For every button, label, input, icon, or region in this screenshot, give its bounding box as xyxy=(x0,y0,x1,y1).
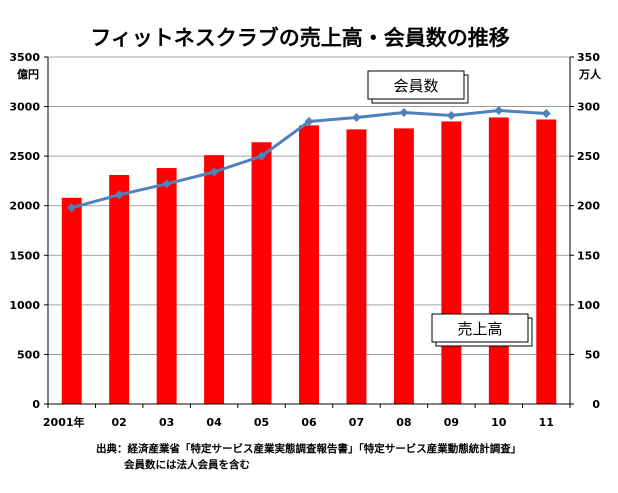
left-tick-label: 1000 xyxy=(9,299,40,312)
line-point xyxy=(257,151,267,161)
left-tick-label: 3500 xyxy=(9,51,40,64)
right-tick-label: 50 xyxy=(585,348,601,361)
left-axis-unit: 億円 xyxy=(17,67,39,81)
bar xyxy=(156,168,177,404)
line-point xyxy=(351,112,361,122)
right-tick-label: 250 xyxy=(577,150,600,163)
x-tick-label: 11 xyxy=(539,416,554,429)
line-point xyxy=(67,203,77,213)
bar xyxy=(393,128,414,404)
chart-title: フィットネスクラブの売上高・会員数の推移 xyxy=(90,26,510,50)
bar xyxy=(441,121,462,404)
right-tick-label: 0 xyxy=(592,398,600,411)
left-tick-label: 2000 xyxy=(9,200,40,213)
line-point xyxy=(494,106,504,116)
line-point xyxy=(446,110,456,120)
x-tick-label: 08 xyxy=(396,416,411,429)
source-note: 出典：経済産業省「特定サービス産業実態調査報告書」「特定サービス産業動態統計調査… xyxy=(96,442,521,455)
member-note: 会員数には法人会員を含む xyxy=(124,458,250,471)
right-tick-label: 150 xyxy=(577,249,600,262)
x-tick-label: 07 xyxy=(349,416,364,429)
bar xyxy=(299,125,319,404)
left-tick-label: 3000 xyxy=(9,101,40,114)
line-point xyxy=(399,108,409,118)
left-tick-label: 2500 xyxy=(9,150,40,163)
legend-sales-label: 売上高 xyxy=(457,320,502,338)
bar xyxy=(251,142,272,404)
line-point xyxy=(209,167,219,177)
bar xyxy=(536,119,557,405)
x-tick-label: 06 xyxy=(301,416,317,429)
line-point xyxy=(114,190,124,200)
line-point xyxy=(162,179,172,189)
bar xyxy=(204,155,225,404)
right-tick-label: 200 xyxy=(577,200,600,213)
left-tick-label: 500 xyxy=(17,348,40,361)
x-tick-label: 03 xyxy=(159,416,174,429)
line-point xyxy=(304,116,314,126)
legend-members-label: 会員数 xyxy=(393,77,438,95)
x-tick-label: 05 xyxy=(254,416,269,429)
line-series xyxy=(67,106,551,213)
x-tick-label: 2001年 xyxy=(43,415,85,429)
right-tick-label: 300 xyxy=(577,101,600,114)
right-tick-label: 100 xyxy=(577,299,600,312)
x-tick-label: 09 xyxy=(444,416,459,429)
bar-series xyxy=(61,117,557,405)
x-tick-label: 02 xyxy=(112,416,127,429)
x-tick-label: 10 xyxy=(491,416,507,429)
x-tick-label: 04 xyxy=(206,416,222,429)
bar xyxy=(61,197,82,404)
legend-sales-box-front xyxy=(431,313,529,343)
axes xyxy=(44,56,574,408)
legend-members: 会員数 xyxy=(367,70,469,104)
bar xyxy=(109,174,130,404)
left-tick-label: 0 xyxy=(32,398,40,411)
bar xyxy=(346,129,367,405)
right-tick-label: 350 xyxy=(577,51,600,64)
legend-sales: 売上高 xyxy=(431,313,533,347)
left-tick-label: 1500 xyxy=(9,249,40,262)
legend-members-box-front xyxy=(367,70,465,100)
tick-labels: 0500100015002000250030003500050100150200… xyxy=(9,51,600,429)
right-axis-unit: 万人 xyxy=(578,67,602,81)
line-point xyxy=(541,109,551,119)
bar xyxy=(488,117,509,404)
